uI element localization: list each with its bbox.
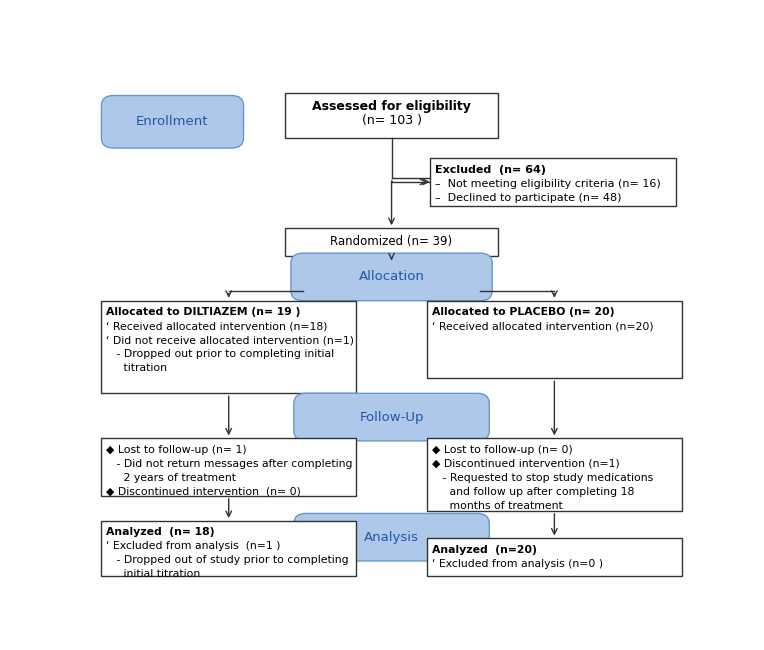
FancyBboxPatch shape xyxy=(102,438,356,496)
Text: ‘ Received allocated intervention (n=18): ‘ Received allocated intervention (n=18) xyxy=(106,321,328,332)
FancyBboxPatch shape xyxy=(427,301,681,378)
Text: Allocated to PLACEBO (n= 20): Allocated to PLACEBO (n= 20) xyxy=(432,307,614,317)
Text: 2 years of treatment: 2 years of treatment xyxy=(106,473,236,483)
Text: - Did not return messages after completing: - Did not return messages after completi… xyxy=(106,459,353,469)
Text: Analyzed  (n= 18): Analyzed (n= 18) xyxy=(106,527,215,538)
Text: Follow-Up: Follow-Up xyxy=(359,411,424,424)
Text: –  Not meeting eligibility criteria (n= 16): – Not meeting eligibility criteria (n= 1… xyxy=(435,179,661,188)
FancyBboxPatch shape xyxy=(102,521,356,576)
Text: ◆ Lost to follow-up (n= 1): ◆ Lost to follow-up (n= 1) xyxy=(106,445,247,455)
Text: Excluded  (n= 64): Excluded (n= 64) xyxy=(435,164,545,175)
Text: ◆ Discontinued intervention (n=1): ◆ Discontinued intervention (n=1) xyxy=(432,459,620,469)
Text: Analysis: Analysis xyxy=(364,530,419,543)
FancyBboxPatch shape xyxy=(427,538,681,576)
Text: Analyzed  (n=20): Analyzed (n=20) xyxy=(432,545,536,555)
Text: ‘ Received allocated intervention (n=20): ‘ Received allocated intervention (n=20) xyxy=(432,321,653,332)
FancyBboxPatch shape xyxy=(291,254,492,301)
Text: ◆ Lost to follow-up (n= 0): ◆ Lost to follow-up (n= 0) xyxy=(432,445,572,455)
Text: ‘ Excluded from analysis  (n=1 ): ‘ Excluded from analysis (n=1 ) xyxy=(106,541,280,551)
Text: ‘ Excluded from analysis (n=0 ): ‘ Excluded from analysis (n=0 ) xyxy=(432,559,603,569)
Text: - Requested to stop study medications: - Requested to stop study medications xyxy=(432,473,653,483)
Text: Allocated to DILTIAZEM (n= 19 ): Allocated to DILTIAZEM (n= 19 ) xyxy=(106,307,300,317)
FancyBboxPatch shape xyxy=(102,96,244,148)
Text: Allocation: Allocation xyxy=(358,270,425,283)
Text: Enrollment: Enrollment xyxy=(136,115,209,128)
Text: titration: titration xyxy=(106,363,167,373)
Text: - Dropped out prior to completing initial: - Dropped out prior to completing initia… xyxy=(106,349,335,359)
FancyBboxPatch shape xyxy=(294,393,489,441)
Text: - Dropped out of study prior to completing: - Dropped out of study prior to completi… xyxy=(106,556,349,566)
FancyBboxPatch shape xyxy=(430,158,676,205)
FancyBboxPatch shape xyxy=(427,438,681,511)
Text: ◆ Discontinued intervention  (n= 0): ◆ Discontinued intervention (n= 0) xyxy=(106,487,301,497)
Text: initial titration: initial titration xyxy=(106,569,200,580)
Text: months of treatment: months of treatment xyxy=(432,501,562,511)
FancyBboxPatch shape xyxy=(294,514,489,561)
FancyBboxPatch shape xyxy=(285,228,498,255)
FancyBboxPatch shape xyxy=(285,93,498,138)
Text: ‘ Did not receive allocated intervention (n=1): ‘ Did not receive allocated intervention… xyxy=(106,335,354,345)
Text: (n= 103 ): (n= 103 ) xyxy=(361,114,422,127)
Text: and follow up after completing 18: and follow up after completing 18 xyxy=(432,487,634,497)
Text: –  Declined to participate (n= 48): – Declined to participate (n= 48) xyxy=(435,192,621,203)
Text: Assessed for eligibility: Assessed for eligibility xyxy=(312,99,471,112)
Text: Randomized (n= 39): Randomized (n= 39) xyxy=(331,235,452,248)
FancyBboxPatch shape xyxy=(102,301,356,393)
